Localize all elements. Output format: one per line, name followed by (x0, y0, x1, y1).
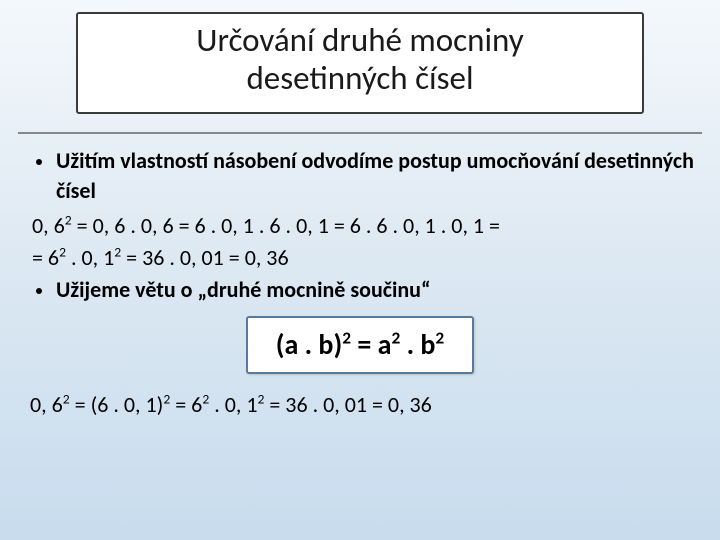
math-exp: 2 (65, 211, 72, 228)
formula-box: (a . b)2 = a2 . b2 (246, 316, 474, 375)
fin-e1: 2 (63, 391, 70, 408)
formula-e2: 2 (391, 326, 400, 348)
formula-eq: = a (351, 327, 391, 362)
bullet-text-2: Užijeme větu o „druhé mocnině součinu“ (56, 275, 694, 305)
math-pre: 0, 6 (32, 212, 65, 239)
math2-a: = 6 (32, 244, 59, 271)
fin-c: = 6 (170, 391, 202, 418)
slide-content: Užitím vlastností násobení odvodíme post… (18, 146, 702, 421)
bullet-text-1: Užitím vlastností násobení odvodíme post… (56, 146, 694, 207)
math2-b: . 0, 1 (66, 244, 114, 271)
formula-e3: 2 (435, 326, 444, 348)
final-equation: 0, 62 = (6 . 0, 1)2 = 62 . 0, 12 = 36 . … (30, 390, 694, 420)
math2-c: = 36 . 0, 01 = 0, 36 (121, 244, 288, 271)
formula-e1: 2 (342, 326, 351, 348)
math-expansion-line-1: 0, 62 = 0, 6 . 0, 6 = 6 . 0, 1 . 6 . 0, … (32, 211, 694, 241)
formula-a: (a . b) (276, 327, 342, 362)
fin-a: 0, 6 (30, 391, 63, 418)
math-expansion-line-2: = 62 . 0, 12 = 36 . 0, 01 = 0, 36 (32, 243, 694, 273)
math-post: = 0, 6 . 0, 6 = 6 . 0, 1 . 6 . 0, 1 = 6 … (72, 212, 500, 239)
fin-d: . 0, 1 (209, 391, 257, 418)
bullet-dot-icon (36, 159, 42, 165)
horizontal-divider (18, 132, 702, 134)
bullet-item-2: Užijeme větu o „druhé mocnině součinu“ (26, 275, 694, 305)
math2-e1: 2 (59, 244, 66, 261)
slide-title-box: Určování druhé mocniny desetinných čísel (76, 12, 644, 114)
formula-mid: . b (400, 327, 435, 362)
title-line-1: Určování druhé mocniny (108, 22, 612, 60)
fin-b: = (6 . 0, 1) (70, 391, 164, 418)
formula-container: (a . b)2 = a2 . b2 (26, 316, 694, 375)
bullet-dot-icon (36, 288, 42, 294)
title-line-2: desetinných čísel (108, 60, 612, 98)
fin-f: = 36 . 0, 01 = 0, 36 (264, 391, 431, 418)
bullet-item-1: Užitím vlastností násobení odvodíme post… (26, 146, 694, 207)
